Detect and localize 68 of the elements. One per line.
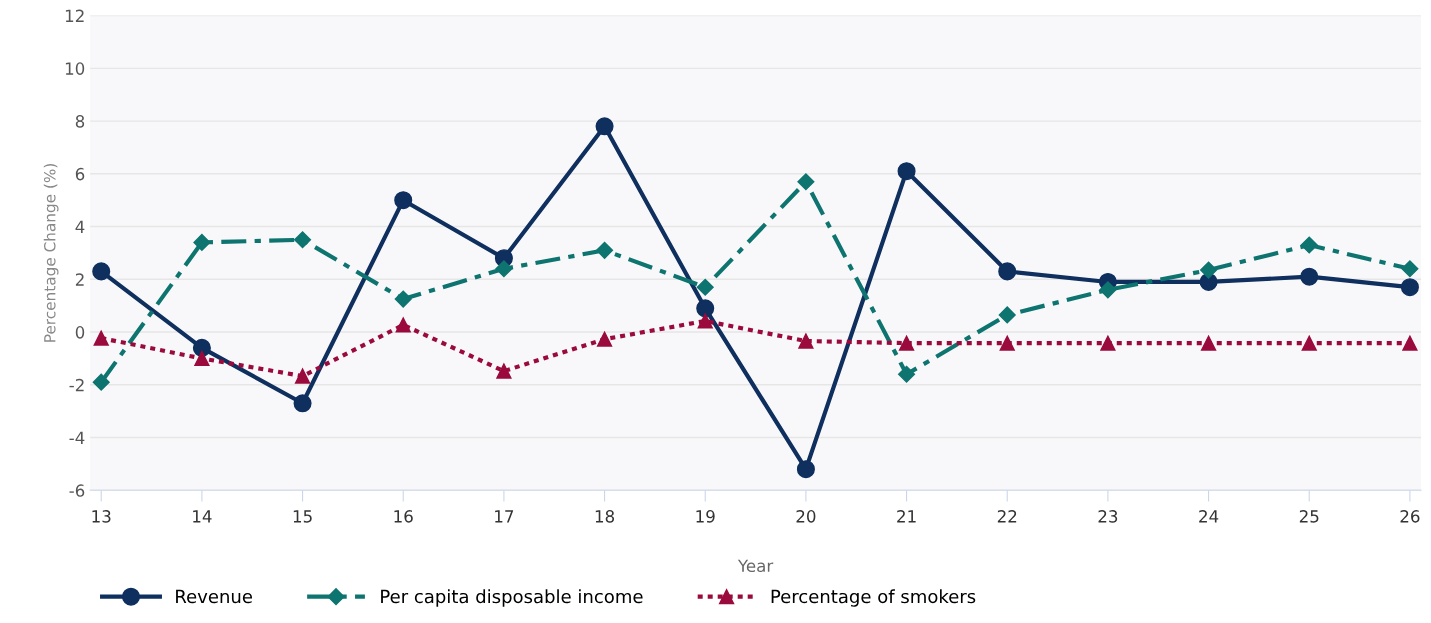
legend-label: Per capita disposable income [381, 589, 643, 607]
point [897, 162, 916, 181]
point [596, 241, 614, 259]
point [1400, 278, 1419, 297]
point [998, 306, 1016, 324]
x-axis-title: Year [737, 559, 774, 573]
x-tick-label: 20 [796, 510, 816, 523]
point [394, 191, 413, 210]
point [697, 313, 713, 329]
point [1300, 236, 1318, 254]
x-tick-label: 24 [1199, 510, 1219, 523]
point [998, 262, 1017, 281]
x-tick-label: 18 [595, 510, 615, 523]
x-tick-label: 25 [1299, 510, 1319, 523]
point [696, 278, 714, 296]
point [1100, 335, 1116, 351]
point [294, 231, 312, 249]
point [93, 330, 109, 346]
x-tick-label: 26 [1400, 510, 1420, 523]
point [1402, 335, 1418, 351]
point [1301, 335, 1317, 351]
point [496, 363, 512, 379]
x-tick-label: 19 [696, 510, 715, 523]
point [999, 335, 1015, 351]
point [796, 460, 815, 479]
point [1300, 267, 1319, 286]
x-tick-label: 13 [92, 510, 111, 523]
y-tick-label: 2 [75, 273, 84, 286]
point [1099, 281, 1117, 299]
point [696, 299, 715, 318]
x-tick-label: 23 [1098, 510, 1118, 523]
point [898, 335, 915, 351]
x-tick-label: 21 [897, 510, 916, 523]
point [798, 333, 814, 349]
y-tick-label: -6 [69, 484, 85, 497]
point [293, 394, 312, 413]
y-tick-label: 0 [75, 326, 85, 339]
y-tick-label: 12 [65, 9, 84, 22]
y-tick-label: 10 [65, 62, 85, 75]
x-tick-label: 15 [293, 510, 312, 523]
x-tick-label: 16 [394, 510, 413, 523]
point [395, 317, 411, 333]
y-axis-title: Percentage Change (%) [43, 163, 59, 342]
point [596, 331, 613, 347]
point [898, 365, 916, 383]
y-tick-label: 6 [75, 167, 85, 181]
legend-label: Revenue [176, 589, 252, 604]
point [294, 368, 311, 384]
x-tick-label: 22 [997, 510, 1017, 523]
point [495, 260, 513, 278]
point [92, 262, 111, 281]
point [595, 117, 614, 136]
point [194, 350, 210, 367]
x-tick-label: 17 [495, 510, 514, 523]
point [1200, 261, 1218, 279]
y-tick-label: -2 [69, 378, 84, 392]
x-tick-label: 14 [193, 510, 212, 523]
point [92, 373, 110, 391]
point [192, 338, 211, 357]
point [193, 233, 211, 251]
point [1401, 260, 1419, 278]
point [394, 290, 412, 308]
legend-label: Percentage of smokers [771, 589, 976, 607]
y-tick-label: 8 [75, 115, 85, 128]
y-tick-label: 4 [75, 220, 85, 233]
point [1200, 335, 1217, 351]
point [797, 173, 815, 191]
y-tick-label: -4 [69, 431, 85, 444]
